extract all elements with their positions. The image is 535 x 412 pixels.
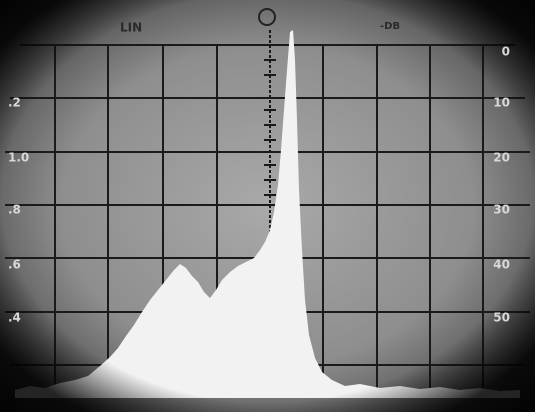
left-scale-label: .6	[8, 258, 21, 272]
right-scale-label: 30	[493, 203, 510, 217]
right-scale: 0 10 20 30 40 50	[493, 45, 510, 325]
mode-right: -DB	[380, 21, 400, 32]
left-scale-label: .2	[8, 96, 21, 110]
left-scale-label: 1.0	[8, 151, 29, 165]
right-scale-label: 10	[493, 96, 510, 110]
left-scale-label: .4	[8, 311, 21, 325]
left-scale-label: .8	[8, 203, 21, 217]
mode-left: LIN	[120, 21, 142, 35]
right-scale-label: 0	[502, 45, 510, 59]
left-scale: .2 1.0 .8 .6 .4	[8, 96, 29, 325]
right-scale-label: 40	[493, 258, 510, 272]
right-scale-label: 20	[493, 151, 510, 165]
hp-logo	[258, 8, 276, 26]
right-scale-label: 50	[493, 311, 510, 325]
